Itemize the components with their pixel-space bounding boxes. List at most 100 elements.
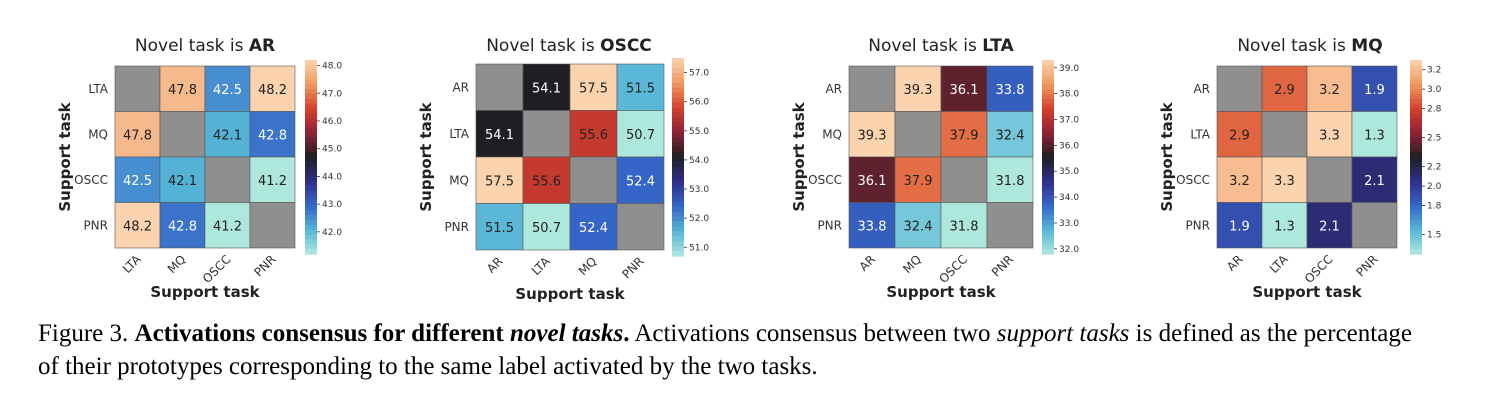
colorbar-tick-label: 2.2 <box>1427 163 1441 173</box>
colorbar-segment <box>305 161 317 168</box>
colorbar-tick-label: 48.0 <box>322 62 342 72</box>
heatmap-cell <box>159 156 206 203</box>
heatmap-cell <box>249 111 296 158</box>
heatmap-cell <box>475 63 524 111</box>
caption-label: Figure 3. <box>38 320 129 347</box>
heatmap-cell <box>986 156 1034 203</box>
colorbar-segment <box>305 60 317 66</box>
colorbar-segment <box>305 79 317 85</box>
colorbar-segment <box>1042 152 1054 158</box>
cell-value-label: 50.7 <box>626 128 655 143</box>
heatmap-cell <box>894 156 942 203</box>
colorbar-tick-label: 3.0 <box>1427 85 1442 95</box>
colorbar-segment <box>1042 166 1054 173</box>
colorbar-tick-label: 43.0 <box>322 200 342 210</box>
panel-title: Novel task is LTA <box>868 36 1014 56</box>
heatmap-cell <box>204 156 251 203</box>
colorbar-segment <box>1042 244 1054 250</box>
colorbar-tick-label: 52.0 <box>689 214 709 224</box>
colorbar-segment <box>1410 181 1422 187</box>
colorbar-segment <box>1042 239 1054 245</box>
colorbar-segment <box>1042 195 1054 202</box>
colorbar-segment <box>1042 161 1054 168</box>
heatmap-cell <box>1261 156 1308 203</box>
colorbar-segment <box>1410 64 1422 71</box>
cell-value-label: 2.1 <box>1319 219 1340 234</box>
colorbar-segment <box>1042 118 1054 124</box>
heatmap-cell <box>475 156 524 204</box>
heatmap-panel-oscc: Novel task is OSCC 54.1 57.5 51.5 54.1 55.6 50… <box>417 36 709 303</box>
colorbar-segment <box>672 157 684 163</box>
cell-value-label: 2.1 <box>1364 174 1385 189</box>
colorbar-segment <box>672 251 684 257</box>
heatmap-cell <box>522 203 571 251</box>
colorbar-segment <box>672 206 684 213</box>
colorbar-tick-label: 45.0 <box>322 145 342 155</box>
y-tick-label: PNR <box>817 218 842 232</box>
colorbar-segment <box>305 220 317 226</box>
heatmap-cell <box>114 111 161 158</box>
colorbar-segment <box>1042 79 1054 85</box>
cell-value-label: 42.1 <box>213 128 242 143</box>
heatmap-cell <box>894 202 942 249</box>
heatmap-cell <box>114 65 161 112</box>
heatmap-cell <box>569 203 618 251</box>
cell-value-label: 42.1 <box>168 174 197 189</box>
colorbar-segment <box>672 82 684 89</box>
colorbar-segment <box>1410 74 1422 80</box>
colorbar-segment <box>1042 220 1054 226</box>
heatmap-cell <box>848 156 896 203</box>
heatmap-cell <box>249 202 296 249</box>
colorbar-segment <box>1042 137 1054 144</box>
colorbar-segment <box>1042 249 1054 255</box>
colorbar-tick-label: 56.0 <box>689 98 709 108</box>
colorbar-segment <box>305 123 317 129</box>
cell-value-label: 37.9 <box>904 174 933 189</box>
colorbar-segment <box>672 236 684 242</box>
x-tick-label: PNR <box>1353 252 1380 279</box>
x-tick-label: PNR <box>619 254 646 281</box>
y-tick-label: MQ <box>88 127 108 141</box>
colorbar-segment <box>672 122 684 128</box>
colorbar-segment <box>1042 108 1054 114</box>
x-axis-label: Support task <box>886 283 996 301</box>
heatmap-cell <box>986 111 1034 158</box>
colorbar-segment <box>1042 171 1054 177</box>
heatmap-cell <box>616 110 665 158</box>
colorbar-segment <box>1042 190 1054 197</box>
colorbar-segment <box>305 215 317 221</box>
cell-value-label: 50.7 <box>532 221 561 236</box>
colorbar-segment <box>1042 157 1054 163</box>
cell-value-label: 33.8 <box>996 83 1025 98</box>
colorbar-segment <box>672 117 684 123</box>
colorbar-segment <box>672 161 684 168</box>
y-tick-label: PNR <box>83 218 108 232</box>
cell-value-label: 57.5 <box>485 174 514 189</box>
cell-value-label: 1.9 <box>1229 219 1250 234</box>
colorbar-tick-label: 33.0 <box>1059 219 1079 229</box>
colorbar-tick-label: 44.0 <box>322 172 342 182</box>
cell-value-label: 2.9 <box>1274 83 1295 98</box>
colorbar-segment <box>672 241 684 247</box>
y-tick-label: OSCC <box>74 173 108 187</box>
colorbar-segment <box>1410 195 1422 202</box>
colorbar-tick-label: 34.0 <box>1059 193 1079 203</box>
colorbar-segment <box>1410 210 1422 216</box>
cell-value-label: 33.8 <box>858 219 887 234</box>
colorbar-segment <box>1410 176 1422 182</box>
colorbar-segment <box>1042 103 1054 110</box>
colorbar-segment <box>672 107 684 114</box>
colorbar-segment <box>1042 84 1054 90</box>
colorbar-tick-label: 2.5 <box>1427 134 1441 144</box>
caption-line-1: Figure 3. Activations consensus for diff… <box>38 317 1507 350</box>
x-axis-label: Support task <box>150 283 260 301</box>
y-tick-label: PNR <box>444 220 469 234</box>
heatmap-cell <box>1351 202 1398 249</box>
colorbar-tick-label: 46.0 <box>322 117 342 127</box>
colorbar-segment <box>1042 176 1054 182</box>
colorbar-segment <box>305 147 317 153</box>
colorbar-segment <box>305 171 317 177</box>
colorbar-segment <box>1410 249 1422 255</box>
colorbar-tick-label: 32.0 <box>1059 245 1079 255</box>
colorbar-segment <box>305 64 317 71</box>
